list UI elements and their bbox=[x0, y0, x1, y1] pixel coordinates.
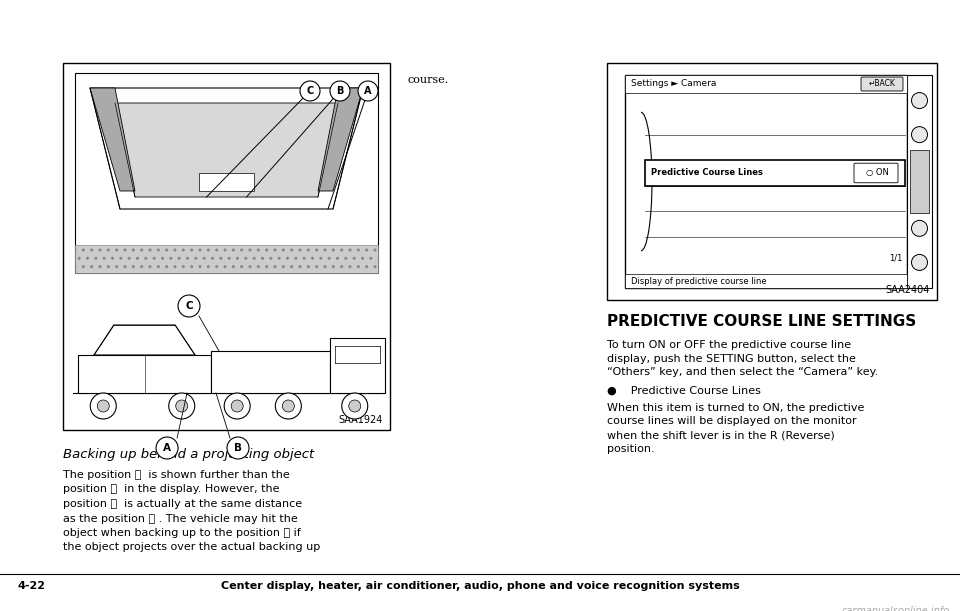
Text: B: B bbox=[234, 443, 242, 453]
Polygon shape bbox=[90, 88, 135, 191]
Bar bbox=[910, 150, 929, 213]
Text: Center display, heater, air conditioner, audio, phone and voice recognition syst: Center display, heater, air conditioner,… bbox=[221, 581, 739, 591]
Bar bbox=[607, 63, 937, 300]
FancyBboxPatch shape bbox=[861, 77, 903, 91]
Bar bbox=[211, 351, 330, 393]
Circle shape bbox=[300, 81, 320, 101]
Bar bbox=[63, 63, 390, 430]
Text: course.: course. bbox=[408, 75, 449, 85]
Circle shape bbox=[225, 393, 251, 419]
Text: as the position Ⓐ . The vehicle may hit the: as the position Ⓐ . The vehicle may hit … bbox=[63, 513, 298, 524]
Text: when the shift lever is in the R (Reverse): when the shift lever is in the R (Revers… bbox=[607, 430, 835, 440]
Bar bbox=[199, 173, 254, 191]
Circle shape bbox=[178, 295, 200, 317]
Text: 4-22: 4-22 bbox=[18, 581, 46, 591]
Bar bbox=[625, 75, 907, 93]
Text: ↵BACK: ↵BACK bbox=[869, 79, 896, 89]
Text: To turn ON or OFF the predictive course line: To turn ON or OFF the predictive course … bbox=[607, 340, 852, 350]
Circle shape bbox=[227, 437, 249, 459]
Text: object when backing up to the position Ⓐ if: object when backing up to the position Ⓐ… bbox=[63, 528, 300, 538]
Text: PREDICTIVE COURSE LINE SETTINGS: PREDICTIVE COURSE LINE SETTINGS bbox=[607, 314, 916, 329]
Circle shape bbox=[97, 400, 109, 412]
Polygon shape bbox=[94, 325, 195, 355]
Text: ○ ON: ○ ON bbox=[866, 169, 888, 177]
Circle shape bbox=[342, 393, 368, 419]
Text: carmanualsonline.info: carmanualsonline.info bbox=[842, 606, 950, 611]
Text: C: C bbox=[185, 301, 193, 311]
Polygon shape bbox=[115, 103, 338, 197]
Text: position Ⓑ  in the display. However, the: position Ⓑ in the display. However, the bbox=[63, 485, 279, 494]
Bar bbox=[75, 73, 378, 273]
Text: A: A bbox=[364, 86, 372, 96]
Text: Predictive Course Lines: Predictive Course Lines bbox=[651, 169, 763, 177]
Text: course lines will be displayed on the monitor: course lines will be displayed on the mo… bbox=[607, 417, 856, 426]
Text: 1/1: 1/1 bbox=[889, 254, 902, 263]
FancyBboxPatch shape bbox=[854, 163, 898, 183]
Text: A: A bbox=[163, 443, 171, 453]
Circle shape bbox=[911, 221, 927, 236]
Text: SAA2404: SAA2404 bbox=[886, 285, 930, 295]
Bar bbox=[330, 338, 385, 393]
Circle shape bbox=[911, 126, 927, 142]
Text: Display of predictive course line: Display of predictive course line bbox=[631, 277, 767, 285]
Circle shape bbox=[911, 254, 927, 271]
Text: the object projects over the actual backing up: the object projects over the actual back… bbox=[63, 543, 321, 552]
Bar bbox=[645, 160, 905, 186]
Text: position Ⓒ  is actually at the same distance: position Ⓒ is actually at the same dista… bbox=[63, 499, 302, 509]
Bar bbox=[907, 75, 932, 288]
Text: SAA1924: SAA1924 bbox=[339, 415, 383, 425]
Circle shape bbox=[231, 400, 243, 412]
Text: ●    Predictive Course Lines: ● Predictive Course Lines bbox=[607, 386, 761, 395]
Text: Backing up behind a projecting object: Backing up behind a projecting object bbox=[63, 448, 314, 461]
Bar bbox=[75, 245, 378, 273]
Text: “Others” key, and then select the “Camera” key.: “Others” key, and then select the “Camer… bbox=[607, 367, 878, 377]
Circle shape bbox=[176, 400, 188, 412]
Text: position.: position. bbox=[607, 444, 655, 453]
Text: B: B bbox=[336, 86, 344, 96]
Bar bbox=[625, 75, 907, 288]
Bar bbox=[78, 355, 211, 393]
Text: C: C bbox=[306, 86, 314, 96]
Circle shape bbox=[282, 400, 295, 412]
Circle shape bbox=[348, 400, 361, 412]
Circle shape bbox=[276, 393, 301, 419]
Polygon shape bbox=[90, 88, 363, 209]
Circle shape bbox=[156, 437, 178, 459]
Circle shape bbox=[330, 81, 350, 101]
Circle shape bbox=[358, 81, 378, 101]
Circle shape bbox=[90, 393, 116, 419]
Text: When this item is turned to ON, the predictive: When this item is turned to ON, the pred… bbox=[607, 403, 864, 413]
Bar bbox=[625, 274, 907, 288]
Polygon shape bbox=[318, 88, 363, 191]
Text: display, push the SETTING button, select the: display, push the SETTING button, select… bbox=[607, 354, 856, 364]
Circle shape bbox=[911, 92, 927, 109]
Text: Settings ► Camera: Settings ► Camera bbox=[631, 79, 716, 89]
Text: The position Ⓒ  is shown further than the: The position Ⓒ is shown further than the bbox=[63, 470, 290, 480]
Circle shape bbox=[169, 393, 195, 419]
